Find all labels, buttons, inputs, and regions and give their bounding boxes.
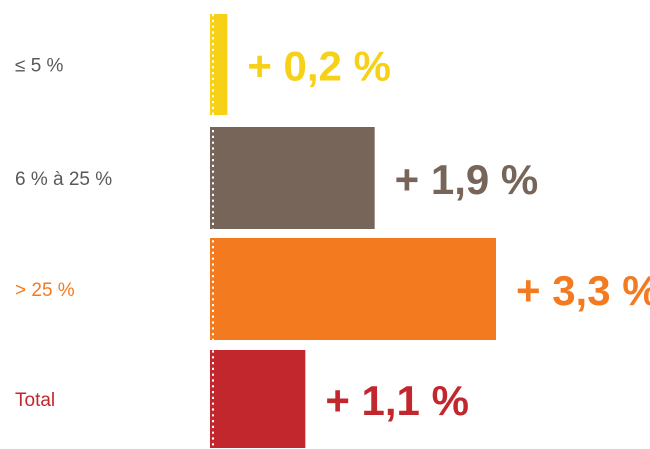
bar-3 xyxy=(210,350,306,448)
value-label-0: + 0,2 % xyxy=(247,43,391,90)
category-labels-group: ≤ 5 % 6 % à 25 % > 25 % Total xyxy=(15,56,112,412)
category-label-1: 6 % à 25 % xyxy=(15,169,112,190)
category-label-2: > 25 % xyxy=(15,280,75,301)
bar-0 xyxy=(210,14,228,115)
category-label-0: ≤ 5 % xyxy=(15,56,64,77)
bars-group xyxy=(210,14,496,448)
value-label-2: + 3,3 % xyxy=(516,267,650,314)
value-label-1: + 1,9 % xyxy=(395,156,539,203)
bar-1 xyxy=(210,127,375,229)
bar-2 xyxy=(210,238,496,340)
value-labels-group: + 0,2 % + 1,9 % + 3,3 % + 1,1 % xyxy=(247,43,650,425)
category-label-3: Total xyxy=(15,390,55,411)
value-label-3: + 1,1 % xyxy=(325,377,469,424)
